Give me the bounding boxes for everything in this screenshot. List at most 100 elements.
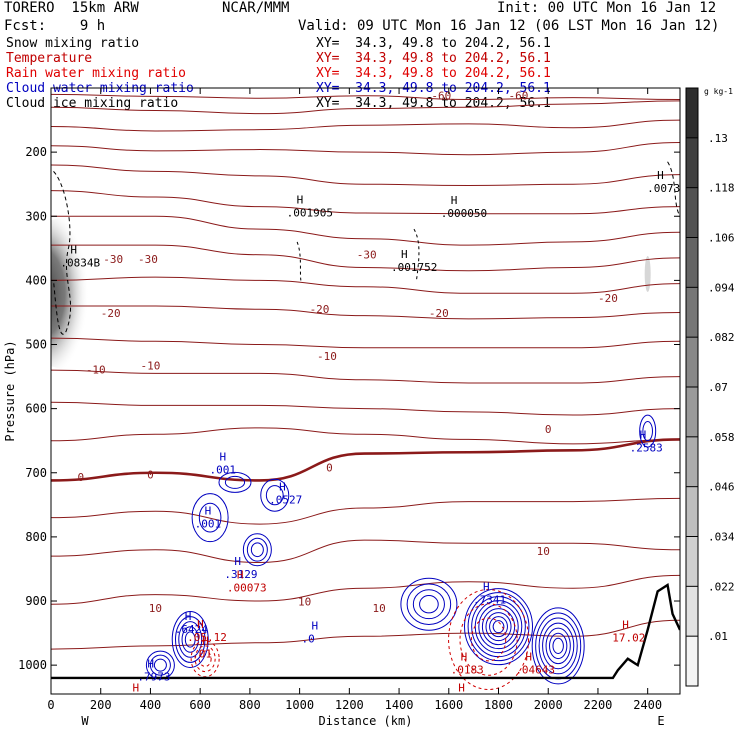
forecast-hour: Fcst: 9 h xyxy=(4,18,106,34)
isotherm-label: 10 xyxy=(149,602,162,615)
maximum-marker: H xyxy=(185,610,192,623)
isotherm xyxy=(51,93,680,101)
maximum-label: .001752 xyxy=(391,261,437,274)
colorbar-tick-label: .058 xyxy=(708,431,735,444)
isotherm xyxy=(51,427,680,445)
maximum-label: .0073 xyxy=(647,182,680,195)
isotherm-label: -30 xyxy=(103,253,123,266)
maximum-label: 17.02 xyxy=(612,631,645,644)
cloud-contour xyxy=(448,588,530,690)
maximum-label: .6424 xyxy=(175,623,208,636)
x-tick-label: 1400 xyxy=(385,698,414,712)
colorbar-swatch xyxy=(686,387,698,438)
maximum-marker: H xyxy=(147,658,154,671)
maximum-marker: H xyxy=(133,681,140,694)
maximum-marker: H xyxy=(458,681,465,694)
field-name: Temperature xyxy=(6,51,93,66)
colorbar-swatch xyxy=(686,436,698,488)
isotherm-label: -20 xyxy=(598,292,618,305)
y-tick-label: 900 xyxy=(25,594,47,608)
cloud-contour xyxy=(470,617,507,662)
cloud-contour xyxy=(464,588,534,666)
colorbar-swatch xyxy=(686,586,698,637)
cloud-contour xyxy=(265,485,284,506)
west-label: W xyxy=(81,714,89,728)
colorbar-tick-label: .034 xyxy=(708,531,735,544)
x-tick-label: 1800 xyxy=(484,698,513,712)
isotherm xyxy=(51,369,680,384)
isotherm xyxy=(51,215,680,246)
colorbar-tick-label: .022 xyxy=(708,580,735,593)
cloud-contour xyxy=(549,632,568,660)
isotherm xyxy=(51,164,680,186)
cloud-contour xyxy=(174,616,206,663)
colorbar-swatch xyxy=(686,88,698,139)
snow-shading xyxy=(51,218,101,369)
isotherm-label: -10 xyxy=(86,363,106,376)
cloud-contour xyxy=(191,493,229,543)
cloud-contour xyxy=(181,626,199,653)
cloud-contour xyxy=(478,604,519,650)
snow-contour xyxy=(52,171,72,335)
x-tick-label: 1600 xyxy=(434,698,463,712)
field-name: Cloud ice mixing ratio xyxy=(6,96,179,111)
isotherm-label: -60 xyxy=(508,90,528,103)
isotherm xyxy=(51,574,680,605)
maximum-marker: H xyxy=(657,169,664,182)
cloud-contour xyxy=(412,589,445,620)
cloud-contour xyxy=(194,645,216,673)
y-tick-label: 1000 xyxy=(18,658,47,672)
cloud-contour xyxy=(467,592,530,662)
colorbar-tick-label: .094 xyxy=(708,281,735,294)
isotherm-label: 0 xyxy=(147,469,154,482)
isotherm-label: -10 xyxy=(317,350,337,363)
isotherm xyxy=(51,539,680,564)
snow-contour xyxy=(296,241,302,281)
cloud-contour xyxy=(171,610,209,668)
cloud-contour xyxy=(545,627,571,665)
isotherm-label: 0 xyxy=(545,423,552,436)
cloud-contour xyxy=(552,637,564,655)
cloud-contour xyxy=(400,577,458,631)
isotherm xyxy=(51,337,680,349)
isotherm xyxy=(51,244,680,272)
cloud-contour xyxy=(250,542,264,558)
model-name: TORERO 15km ARW xyxy=(4,0,139,16)
maximum-marker: H xyxy=(451,194,458,207)
maximum-label: .05.12 xyxy=(187,631,227,644)
isotherm xyxy=(51,276,680,294)
maximum-marker: H xyxy=(312,620,319,633)
y-tick-label: 300 xyxy=(25,209,47,223)
field-xy: XY= 34.3, 49.8 to 204.2, 56.1 xyxy=(316,51,551,66)
cloud-contour xyxy=(489,616,508,638)
maximum-label: .001 xyxy=(210,463,237,476)
isotherm-label: -60 xyxy=(431,90,451,103)
colorbar-tick-label: .01 xyxy=(708,630,728,643)
x-tick-label: 600 xyxy=(189,698,211,712)
cloud-contour xyxy=(492,620,505,634)
colorbar-tick-label: .106 xyxy=(708,232,735,245)
isotherm xyxy=(51,100,680,115)
colorbar-tick-label: .118 xyxy=(708,182,735,195)
y-tick-label: 500 xyxy=(25,338,47,352)
cloud-contour xyxy=(190,640,220,678)
cloud-contour xyxy=(198,650,212,667)
field-xy: XY= 34.3, 49.8 to 204.2, 56.1 xyxy=(316,66,551,81)
isotherm-label: -30 xyxy=(357,249,377,262)
cloud-contour xyxy=(198,502,222,533)
snow-shading xyxy=(644,255,651,292)
maximum-label: .0183 xyxy=(451,663,484,676)
isotherm xyxy=(51,438,680,482)
colorbar: .13 .118 .106 .094 .082 .07 .058 .046 .034 .022 .0… xyxy=(685,87,735,687)
valid-time: Valid: 09 UTC Mon 16 Jan 12 (06 LST Mon … xyxy=(298,18,720,34)
cloud-contour xyxy=(531,607,585,685)
maximum-label: .0 xyxy=(302,633,315,646)
maximum-label: .2583 xyxy=(630,442,663,455)
x-tick-label: 200 xyxy=(90,698,112,712)
cloud-contour xyxy=(538,617,578,675)
maximum-label: .001905 xyxy=(287,206,333,219)
maximum-label: .00073 xyxy=(227,581,267,594)
cloud-contour xyxy=(224,475,246,489)
organization: NCAR/MMM xyxy=(222,0,290,16)
